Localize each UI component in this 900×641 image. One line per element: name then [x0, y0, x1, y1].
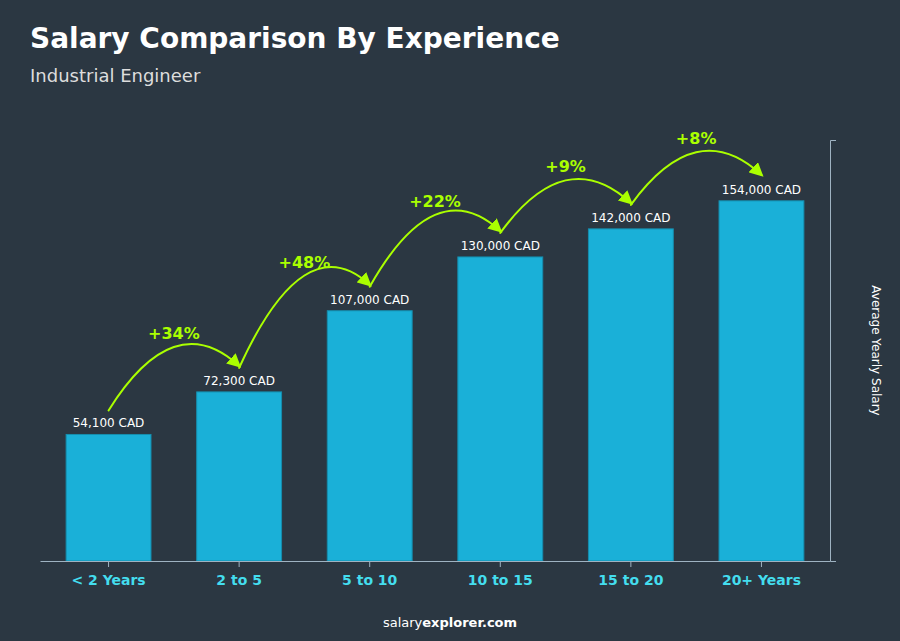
x-tick-label: < 2 Years [71, 572, 145, 588]
x-tick-label: 15 to 20 [598, 572, 663, 588]
change-label: +9% [545, 157, 586, 176]
bar [719, 201, 804, 561]
x-tick-mark [239, 561, 240, 567]
data-label: 54,100 CAD [73, 416, 145, 430]
change-arrow [631, 151, 762, 205]
title: Salary Comparison By Experience [30, 22, 560, 55]
bar [66, 434, 151, 561]
footer-part: salary [383, 615, 423, 630]
plot: < 2 Years 2 to 5 5 to 10 10 to 15 15 to 20 20… [41, 129, 837, 588]
bar [588, 229, 673, 561]
background [0, 0, 900, 641]
x-tick-label: 2 to 5 [216, 572, 262, 588]
x-axis: < 2 Years 2 to 5 5 to 10 10 to 15 15 to 20 20… [41, 561, 831, 588]
y-axis-title: Average Yearly Salary [869, 285, 883, 415]
x-tick-mark [630, 561, 631, 567]
bar [197, 392, 282, 561]
bars [66, 201, 804, 561]
data-labels: 54,100 CAD 72,300 CAD 107,000 CAD 130,000 C… [73, 183, 801, 431]
footer-part: explorer.com [422, 615, 517, 630]
x-tick-mark [761, 561, 762, 567]
x-tick: < 2 Years [71, 561, 145, 588]
subtitle: Industrial Engineer [30, 65, 201, 86]
data-label: 107,000 CAD [330, 293, 409, 307]
data-label: 72,300 CAD [203, 374, 275, 388]
bar [458, 257, 543, 561]
change-annotations: +34% +48% +22% +9% +8% [109, 129, 762, 410]
x-tick: 2 to 5 [216, 561, 262, 588]
x-tick-label: 20+ Years [722, 572, 801, 588]
x-tick: 20+ Years [722, 561, 801, 588]
change-label: +34% [148, 324, 200, 343]
data-label: 142,000 CAD [591, 211, 670, 225]
change-arrow [500, 179, 631, 233]
change-label: +8% [676, 129, 717, 148]
x-tick-label: 10 to 15 [468, 572, 533, 588]
y-axis [831, 141, 837, 562]
x-tick-mark [500, 561, 501, 567]
change-label: +48% [279, 253, 331, 272]
x-tick-mark [108, 561, 109, 567]
y-axis-line [831, 141, 837, 562]
footer: salaryexplorer.com [383, 615, 517, 630]
change-arrow [370, 210, 501, 286]
x-tick-label: 5 to 10 [342, 572, 398, 588]
change-label: +22% [409, 192, 461, 211]
data-label: 154,000 CAD [722, 183, 801, 197]
change-arrow [239, 267, 370, 368]
x-tick: 10 to 15 [468, 561, 533, 588]
x-tick: 5 to 10 [342, 561, 398, 588]
data-label: 130,000 CAD [461, 239, 540, 253]
bar [327, 311, 412, 561]
change-arrow [109, 344, 240, 410]
x-tick: 15 to 20 [598, 561, 663, 588]
chart-root: Salary Comparison By Experience Industria… [0, 0, 900, 641]
x-axis-line [41, 561, 831, 562]
x-tick-mark [369, 561, 370, 567]
